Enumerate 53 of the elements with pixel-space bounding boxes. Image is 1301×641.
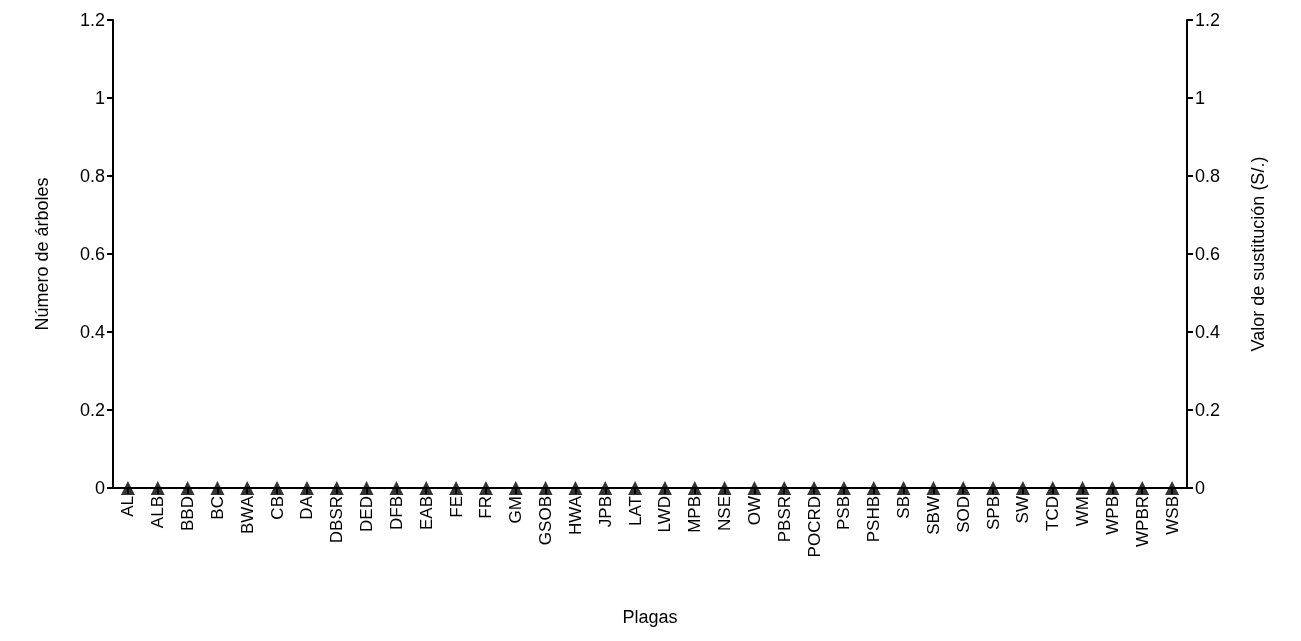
x-axis-title: Plagas	[622, 607, 678, 627]
y2-tick-label: 0.8	[1195, 166, 1221, 186]
x-tick-label: ALB	[148, 496, 168, 529]
x-tick-label: FR	[476, 496, 496, 519]
x-tick-label: JPB	[595, 496, 615, 528]
y2-tick-label: 1	[1195, 88, 1206, 108]
x-tick-label: SOD	[953, 496, 973, 533]
x-tick-label: TCD	[1043, 496, 1063, 531]
y-tick-label: 0.2	[79, 400, 105, 420]
x-tick-label: GSOB	[536, 496, 556, 546]
x-tick-label: SB	[894, 496, 914, 519]
x-tick-label: AL	[118, 496, 138, 517]
x-tick-label: LWD	[655, 496, 675, 533]
x-tick-label: PSHB	[864, 496, 884, 543]
x-tick-label: DA	[297, 495, 317, 520]
y2-axis-title: Valor de sustitución (S/.)	[1248, 156, 1268, 352]
x-tick-label: SW	[1013, 496, 1033, 524]
y-tick-label: 0.8	[79, 166, 105, 186]
x-tick-label: SBW	[923, 496, 943, 535]
y2-tick-label: 0.6	[1195, 244, 1221, 264]
x-tick-label: MPB	[685, 496, 705, 533]
x-tick-label: OW	[744, 496, 764, 526]
x-tick-label: DED	[357, 496, 377, 532]
x-tick-label: EAB	[416, 496, 436, 531]
x-tick-label: BWA	[237, 495, 257, 535]
y2-tick-label: 0	[1195, 478, 1206, 498]
y-tick-label: 1	[94, 88, 105, 108]
x-tick-label: NSE	[715, 496, 735, 531]
y-tick-label: 0.6	[79, 244, 105, 264]
y-tick-label: 1.2	[79, 10, 105, 30]
y-axis-title: Número de árboles	[32, 177, 52, 331]
x-tick-label: LAT	[625, 496, 645, 526]
y-tick-label: 0	[94, 478, 105, 498]
x-tick-label: WSB	[1162, 496, 1182, 535]
x-tick-label: SPB	[983, 496, 1003, 531]
y2-tick-label: 0.4	[1195, 322, 1221, 342]
x-tick-label: BC	[207, 496, 227, 520]
x-tick-label: PSB	[834, 496, 854, 531]
x-tick-label: PBSR	[774, 496, 794, 543]
x-tick-label: WM	[1073, 496, 1093, 527]
x-tick-label: WPBR	[1132, 496, 1152, 547]
x-tick-label: WPB	[1102, 496, 1122, 535]
x-tick-label: HWA	[565, 495, 585, 536]
x-tick-label: FE	[446, 496, 466, 518]
x-tick-label: CB	[267, 496, 287, 520]
x-tick-label: POCRD	[804, 496, 824, 558]
y-tick-label: 0.4	[79, 322, 105, 342]
x-tick-label: BBD	[178, 496, 198, 531]
x-tick-label: DFB	[386, 496, 406, 530]
y2-tick-label: 1.2	[1195, 10, 1221, 30]
x-tick-label: GM	[506, 496, 526, 524]
y2-tick-label: 0.2	[1195, 400, 1221, 420]
x-tick-label: DBSR	[327, 496, 347, 544]
